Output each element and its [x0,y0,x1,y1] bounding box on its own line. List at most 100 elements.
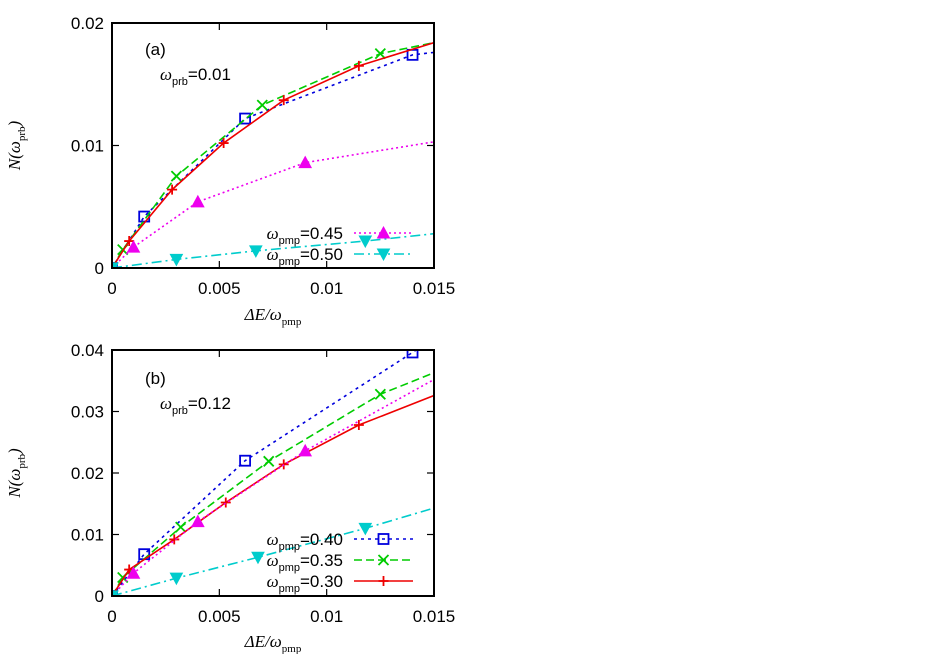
legend-entry: ωpmp=0.35 [267,551,413,574]
y-tick-label: 0.01 [71,137,104,156]
legend-label-part: ω [267,551,279,570]
legend-label-part: =0.45 [300,224,343,243]
data-point [169,572,184,586]
data-point [112,590,119,596]
x-axis-label-part: pmp [282,316,302,328]
x-tick-label: 0 [107,279,116,298]
legend-label-part: pmp [279,562,300,574]
legend-label: ωpmp=0.30 [267,572,343,595]
y-axis-label: N(ωprb) [5,120,28,171]
data-point [169,534,180,545]
data-point [374,47,386,60]
data-point [298,155,313,169]
data-point [353,60,364,71]
legend-label-part: ω [267,224,279,243]
legend-entry: ωpmp=0.50 [267,245,413,268]
y-tick-label: 0.04 [71,341,104,360]
y-tick-label: 0 [95,259,104,278]
legend-label: ωpmp=0.40 [267,530,343,553]
panel-label: (b) [145,369,166,388]
legend-label-part: =0.50 [300,245,343,264]
plot-area [112,350,434,596]
y-axis-label-part: N(ω [5,141,24,171]
panel-label: (a) [145,40,166,59]
data-point [169,253,184,267]
legend-label-part: pmp [279,235,300,247]
x-tick-label: 0.005 [198,607,241,626]
x-tick-label: 0.005 [198,279,241,298]
probe-frequency-annotation: ωprb=0.12 [160,394,231,417]
y-tick-label: 0.02 [71,14,104,33]
data-point [353,420,364,431]
data-point [239,454,251,467]
probe-frequency-annotation-part: =0.01 [188,65,231,84]
series-line [112,141,434,268]
series-line [112,51,434,268]
legend-label-part: pmp [279,256,300,268]
data-point [126,240,141,253]
data-point [112,262,119,268]
y-tick-label: 0.03 [71,403,104,422]
data-point [167,184,178,195]
legend-entry: ωpmp=0.30 [267,572,413,595]
data-point [358,235,373,249]
data-point [406,350,419,359]
legend-entry: ωpmp=0.40 [267,530,413,553]
y-axis-label-part: prb [16,454,28,469]
x-axis-label: ΔE/ωpmp [244,632,302,654]
data-point [248,245,263,258]
data-point [218,138,229,149]
x-tick-label: 0.01 [310,607,343,626]
series-line [112,372,434,596]
data-point [191,194,205,208]
legend-label: ωpmp=0.45 [267,224,343,247]
legend-label-part: =0.30 [300,572,343,591]
legend-label-part: =0.35 [300,551,343,570]
y-axis-label-part: prb [16,126,28,141]
probe-frequency-annotation-part: prb [172,405,188,417]
x-axis-label-part: ΔE/ω [244,305,282,324]
x-axis-label: ΔE/ωpmp [244,305,302,328]
data-point [239,112,251,125]
data-point [220,497,231,508]
y-axis-label-part: ) [5,120,24,127]
data-point [358,522,373,536]
data-point [175,521,187,533]
legend-label-part: ω [267,530,279,549]
data-point [191,514,205,528]
x-tick-label: 0.015 [413,279,456,298]
data-point [278,95,289,106]
x-axis-label-part: ΔE/ω [244,632,282,651]
legend-label-part: pmp [279,541,300,553]
data-point [126,566,141,579]
data-point [170,170,183,182]
y-tick-label: 0.01 [71,526,104,545]
data-point [263,455,275,467]
series-line [112,507,434,596]
y-tick-label: 0 [95,587,104,606]
probe-frequency-annotation-part: ω [160,394,172,413]
data-point [251,551,265,565]
legend-marker [376,225,391,239]
data-point [256,99,268,111]
x-tick-label: 0.015 [413,607,456,626]
chart-panel-b: 0 0.005 0.01 0.01500.010.020.030.04(b)ωprb=… [5,341,456,654]
legend-label-part: ω [267,245,279,264]
probe-frequency-annotation-part: prb [172,76,188,88]
y-tick-label: 0.02 [71,464,104,483]
y-axis-label-part: N(ω [5,469,24,499]
series-line [112,378,434,596]
probe-frequency-annotation-part: =0.12 [188,394,231,413]
legend-marker [377,533,390,545]
x-axis-label-part: pmp [282,643,302,654]
data-point [298,443,313,457]
chart-panel-a: 0 0.005 0.01 0.01500.010.02(a)ωprb=0.01ΔE/ω… [5,14,455,328]
legend-marker [378,576,389,586]
legend-label: ωpmp=0.35 [267,551,343,574]
legend-label-part: pmp [279,583,300,595]
data-point [374,388,386,400]
x-tick-label: 0.01 [310,279,343,298]
data-point [278,459,289,470]
legend-marker [376,248,391,262]
